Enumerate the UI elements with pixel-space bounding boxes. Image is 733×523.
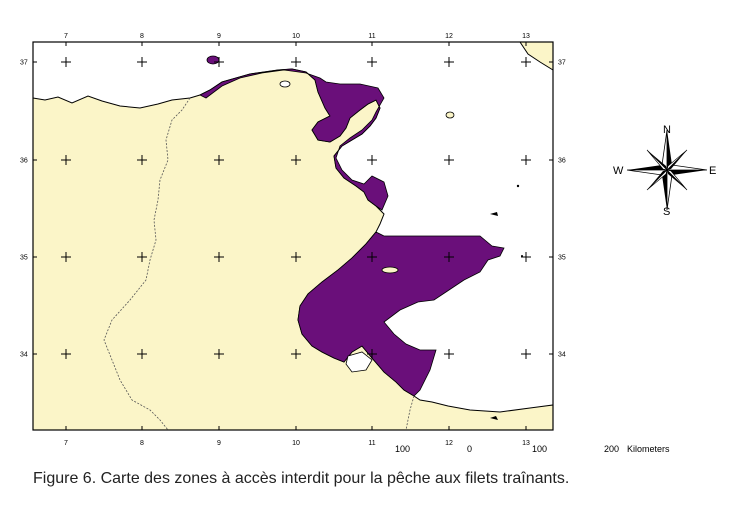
graticule-cross (367, 155, 377, 165)
graticule-cross (521, 252, 531, 262)
scale-unit: Kilometers (627, 444, 670, 454)
graticule-cross (367, 349, 377, 359)
scale-bar: 100 0 100 200 Kilometers (395, 444, 670, 454)
scale-label-left: 100 (395, 444, 410, 454)
lon-label-bottom: 10 (292, 440, 300, 447)
graticule-cross (61, 349, 71, 359)
compass-star-icon (626, 129, 708, 211)
islet-4 (490, 416, 498, 420)
lat-label-right: 36 (558, 158, 566, 165)
graticule-cross (214, 252, 224, 262)
islet-2 (490, 212, 498, 216)
lon-label-top: 9 (217, 33, 221, 40)
lat-label-right: 37 (558, 60, 566, 67)
lon-label-bottom: 13 (522, 440, 530, 447)
graticule-cross (291, 252, 301, 262)
graticule-cross (291, 57, 301, 67)
figure-caption: Figure 6. Carte des zones à accès interd… (33, 470, 570, 487)
graticule-cross (61, 57, 71, 67)
graticule-cross (444, 349, 454, 359)
graticule-cross (61, 155, 71, 165)
compass-east: E (709, 165, 716, 177)
lon-label-bottom: 8 (140, 440, 144, 447)
graticule-cross (367, 57, 377, 67)
border-tunisia-libya (405, 395, 415, 431)
graticule-cross (214, 349, 224, 359)
compass-rose: N S E W (613, 124, 716, 218)
graticule-cross (214, 155, 224, 165)
lon-label-top: 11 (368, 33, 375, 40)
graticule (61, 57, 531, 359)
island-djerba (345, 351, 373, 373)
restricted-zone-north (199, 68, 389, 211)
graticule-cross (521, 349, 531, 359)
graticule-cross (137, 349, 147, 359)
lon-label-top: 13 (522, 33, 530, 40)
lon-label-bottom: 12 (445, 440, 453, 447)
lat-label-right: 34 (558, 352, 566, 359)
lon-label-top: 10 (292, 33, 300, 40)
lat-label-left: 34 (20, 352, 28, 359)
graticule-cross (291, 155, 301, 165)
lat-label-left: 37 (20, 60, 28, 67)
lat-label-left: 36 (20, 158, 28, 165)
lon-label-top: 12 (445, 33, 453, 40)
island-zembra (445, 111, 455, 119)
scale-label-zero: 0 (467, 444, 472, 454)
lon-label-bottom: 7 (64, 440, 68, 447)
lat-label-left: 35 (20, 255, 28, 262)
restricted-zone-gulf (297, 231, 505, 397)
graticule-cross (61, 252, 71, 262)
islet-1 (516, 184, 520, 188)
island-galite (206, 55, 220, 65)
lon-label-top: 8 (140, 33, 144, 40)
lon-label-top: 7 (64, 33, 68, 40)
island-kerkennah (381, 266, 399, 274)
graticule-cross (444, 57, 454, 67)
graticule-cross (521, 155, 531, 165)
compass-north: N (663, 124, 671, 136)
graticule-cross (214, 57, 224, 67)
lon-label-bottom: 11 (368, 440, 375, 447)
scale-label-end: 200 (604, 444, 619, 454)
graticule-cross (444, 155, 454, 165)
compass-south: S (663, 206, 670, 218)
border-algeria-tunisia (103, 97, 191, 431)
graticule-cross (367, 252, 377, 262)
scale-label-right: 100 (532, 444, 547, 454)
compass-west: W (613, 165, 624, 177)
lon-label-bottom: 9 (217, 440, 221, 447)
graticule-cross (137, 252, 147, 262)
graticule-cross (291, 349, 301, 359)
graticule-cross (137, 155, 147, 165)
graticule-cross (444, 252, 454, 262)
map-frame (32, 41, 554, 431)
islet-5 (279, 80, 291, 88)
lat-label-right: 35 (558, 255, 566, 262)
tick-labels: 7 7 8 8 9 9 10 10 11 11 12 12 13 13 37 37 36 36 35 35 34 34 (20, 33, 566, 447)
graticule-cross (137, 57, 147, 67)
graticule-cross (521, 57, 531, 67)
